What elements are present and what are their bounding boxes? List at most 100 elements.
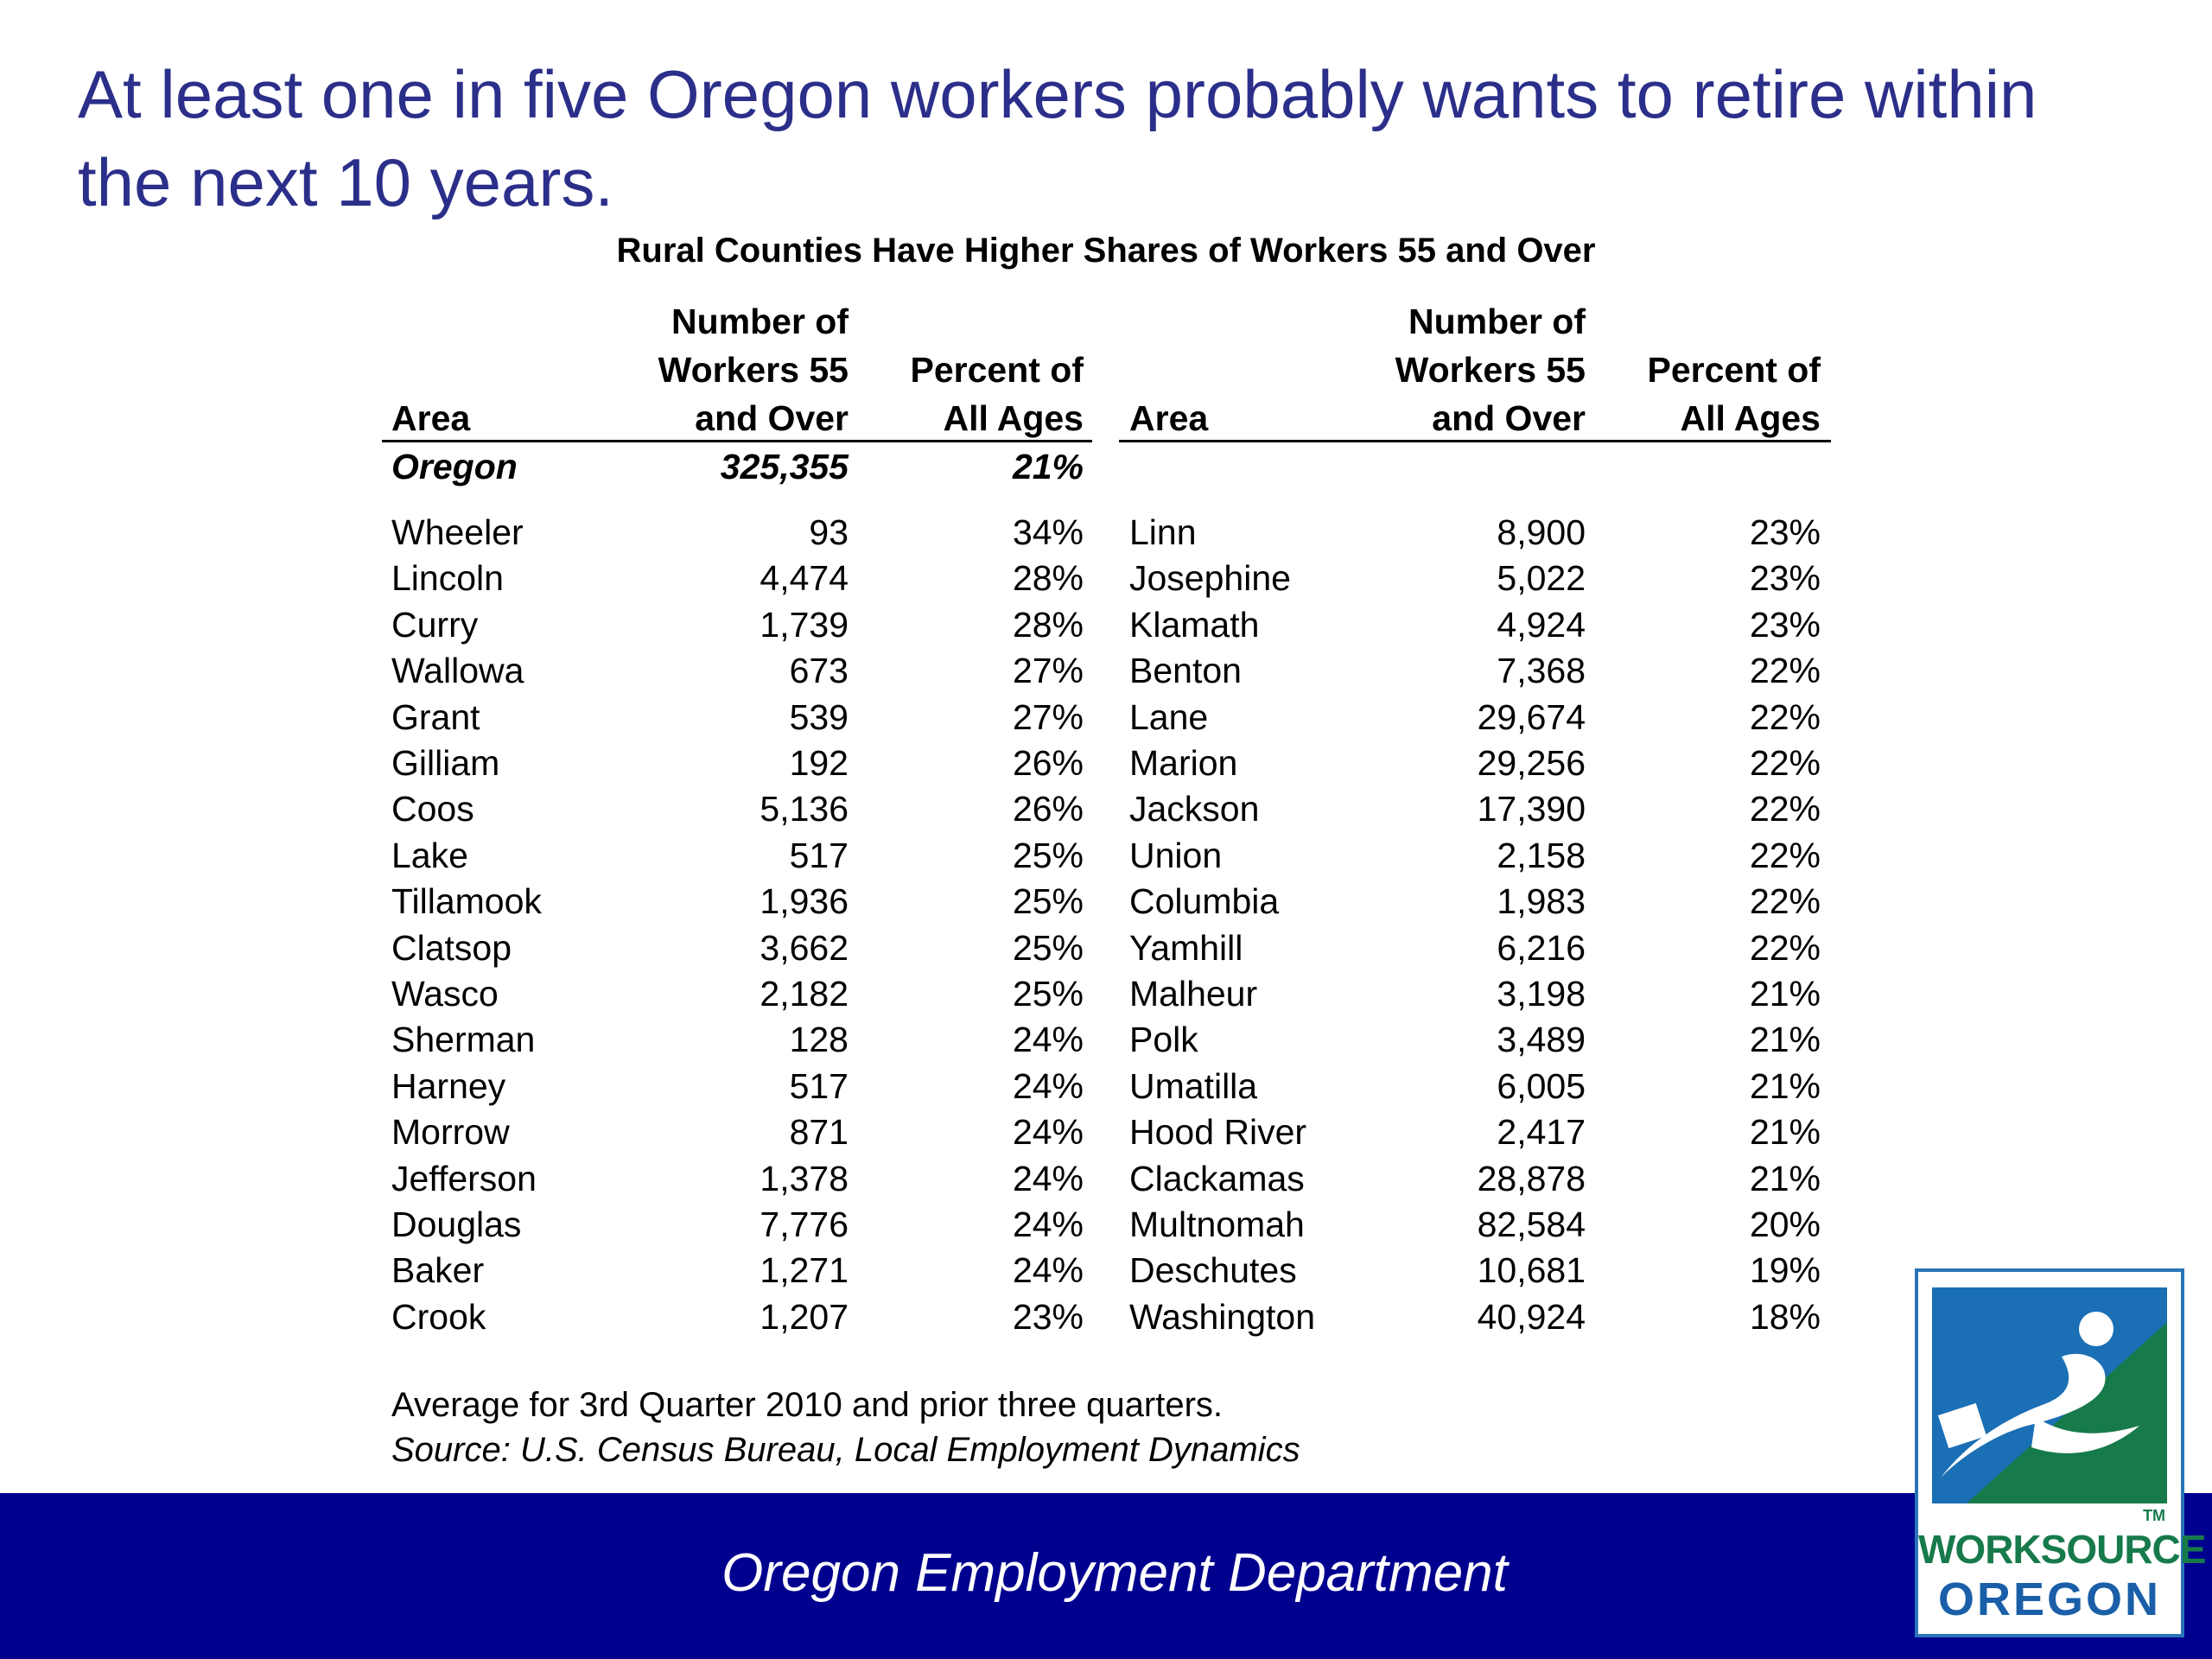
table-cell-percent: 34%: [1012, 512, 1084, 552]
table-cell-percent: 24%: [1012, 1205, 1084, 1244]
table-cell-workers: 128: [789, 1020, 849, 1060]
table-cell-workers: 1,936: [760, 881, 849, 922]
table-cell-percent: 28%: [1012, 604, 1084, 645]
table-cell-workers: 1,739: [760, 604, 849, 645]
table-cell-percent: 22%: [1749, 696, 1821, 737]
table-cell-percent: 25%: [1012, 974, 1084, 1014]
header-workers-right-3: and Over: [1432, 398, 1586, 438]
header-percent-left-1: Percent of: [910, 350, 1084, 390]
table-cell-workers: 871: [789, 1112, 849, 1153]
table-cell-workers: 6,216: [1497, 927, 1586, 968]
header-workers-right-2: Workers 55: [1395, 350, 1586, 390]
table-cell-workers: 7,368: [1497, 651, 1586, 691]
table-cell-area: Malheur: [1129, 974, 1258, 1014]
table-cell-workers: 517: [789, 1065, 849, 1106]
table-cell-workers: 4,924: [1497, 604, 1586, 645]
table-cell-percent: 22%: [1749, 651, 1821, 691]
table-cell-percent: 22%: [1749, 881, 1821, 922]
table-cell-percent: 19%: [1749, 1250, 1821, 1291]
header-area-left: Area: [391, 398, 471, 438]
header-percent-right-2: All Ages: [1680, 398, 1821, 438]
table-cell-workers: 1,271: [760, 1250, 849, 1291]
table-cell-area: Yamhill: [1129, 927, 1243, 968]
table-cell-workers: 29,256: [1477, 743, 1586, 783]
table-cell-percent: 21%: [1749, 974, 1821, 1014]
table-cell-area: Columbia: [1129, 881, 1280, 922]
table-cell-area: Jackson: [1129, 789, 1260, 830]
table-cell-area: Morrow: [391, 1112, 510, 1153]
table-cell-percent: 21%: [1749, 1020, 1821, 1060]
table-cell-percent: 28%: [1012, 558, 1084, 599]
table-cell-workers: 3,662: [760, 927, 849, 968]
table-cell-workers: 28,878: [1477, 1158, 1586, 1198]
table-cell-area: Douglas: [391, 1205, 522, 1244]
table-cell-workers: 7,776: [760, 1205, 849, 1244]
table-cell-area: Lake: [391, 835, 468, 875]
table-cell-percent: 20%: [1749, 1205, 1821, 1244]
header-percent-right-1: Percent of: [1647, 350, 1821, 390]
logo-figure-icon: [1932, 1287, 2167, 1503]
header-rule-right: [1119, 440, 1831, 442]
table-cell-percent: 22%: [1749, 927, 1821, 968]
header-workers-left-2: Workers 55: [658, 350, 849, 390]
table-cell-area: Union: [1129, 835, 1223, 875]
table-cell-percent: 25%: [1012, 881, 1084, 922]
table-cell-percent: 26%: [1012, 789, 1084, 830]
table-cell-workers: 517: [789, 835, 849, 875]
table-cell-workers: 29,674: [1477, 696, 1586, 737]
table-cell-area: Baker: [391, 1250, 485, 1291]
table-cell-percent: 18%: [1749, 1296, 1821, 1337]
header-workers-left-3: and Over: [695, 398, 849, 438]
table-cell-workers: 5,136: [760, 789, 849, 830]
state-workers: 325,355: [720, 447, 849, 486]
table-cell-percent: 22%: [1749, 743, 1821, 783]
table-cell-workers: 17,390: [1477, 789, 1586, 830]
table-cell-workers: 10,681: [1477, 1250, 1586, 1291]
table-cell-percent: 24%: [1012, 1112, 1084, 1153]
table-cell-workers: 40,924: [1477, 1296, 1586, 1337]
slide-title: At least one in five Oregon workers prob…: [78, 56, 2037, 220]
table-cell-area: Grant: [391, 696, 480, 737]
table-cell-percent: 25%: [1012, 927, 1084, 968]
footer-bar: [0, 1493, 2212, 1659]
table-cell-percent: 23%: [1749, 558, 1821, 599]
table-cell-percent: 27%: [1012, 696, 1084, 737]
table-cell-percent: 23%: [1749, 604, 1821, 645]
table-cell-workers: 1,207: [760, 1296, 849, 1337]
table-cell-workers: 192: [789, 743, 849, 783]
header-workers-right-1: Number of: [1408, 302, 1586, 341]
table-cell-percent: 24%: [1012, 1065, 1084, 1106]
table-cell-area: Lane: [1129, 696, 1209, 737]
table-cell-area: Polk: [1129, 1020, 1198, 1060]
table-note: Average for 3rd Quarter 2010 and prior t…: [391, 1386, 1224, 1424]
table-cell-area: Umatilla: [1129, 1065, 1258, 1106]
table-cell-workers: 2,158: [1497, 835, 1586, 875]
table-cell-area: Clackamas: [1129, 1158, 1305, 1198]
table-cell-area: Wallowa: [391, 651, 524, 691]
table-cell-area: Benton: [1129, 651, 1242, 691]
table-cell-workers: 673: [789, 651, 849, 691]
table-cell-percent: 24%: [1012, 1158, 1084, 1198]
header-workers-left-1: Number of: [671, 302, 849, 341]
table-cell-percent: 22%: [1749, 789, 1821, 830]
table-cell-percent: 21%: [1749, 1158, 1821, 1198]
table-cell-area: Linn: [1129, 512, 1197, 552]
table-cell-area: Marion: [1129, 743, 1238, 783]
worksource-oregon-logo: TM WORKSOURCE OREGON: [1915, 1268, 2206, 1637]
footer-text: Oregon Employment Department: [721, 1543, 1508, 1603]
table-cell-workers: 1,378: [760, 1158, 849, 1198]
state-area: Oregon: [391, 447, 518, 486]
table-cell-workers: 5,022: [1497, 558, 1586, 599]
table-cell-workers: 6,005: [1497, 1065, 1586, 1106]
table-cell-workers: 93: [809, 512, 849, 552]
table-cell-percent: 23%: [1749, 512, 1821, 552]
table-cell-area: Jefferson: [391, 1158, 537, 1198]
table-cell-area: Harney: [391, 1065, 506, 1106]
header-area-right: Area: [1129, 398, 1209, 438]
table-cell-area: Wheeler: [391, 512, 524, 552]
table-cell-percent: 25%: [1012, 835, 1084, 875]
table-cell-workers: 3,489: [1497, 1020, 1586, 1060]
logo-line1: WORKSOURCE: [1918, 1527, 2206, 1572]
table-cell-percent: 21%: [1749, 1112, 1821, 1153]
table-cell-percent: 27%: [1012, 651, 1084, 691]
